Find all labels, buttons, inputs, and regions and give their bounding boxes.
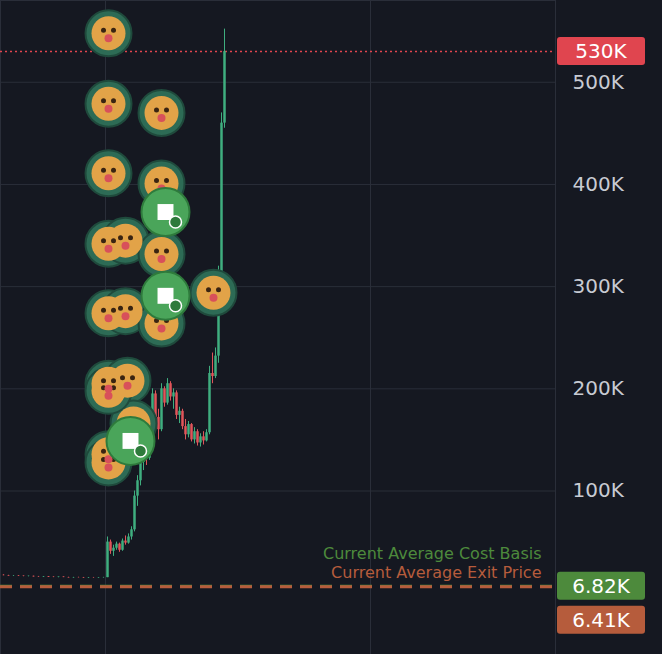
svg-text:100K: 100K bbox=[573, 478, 625, 502]
svg-text:500K: 500K bbox=[573, 70, 625, 94]
svg-text:300K: 300K bbox=[573, 274, 625, 298]
svg-text:6.41K: 6.41K bbox=[572, 608, 631, 632]
svg-text:530K: 530K bbox=[575, 39, 627, 63]
svg-text:400K: 400K bbox=[573, 172, 625, 196]
svg-text:6.82K: 6.82K bbox=[572, 574, 631, 598]
svg-text:Current Average Exit Price: Current Average Exit Price bbox=[331, 563, 541, 582]
svg-text:200K: 200K bbox=[573, 376, 625, 400]
svg-text:Current Average Cost Basis: Current Average Cost Basis bbox=[323, 544, 542, 563]
